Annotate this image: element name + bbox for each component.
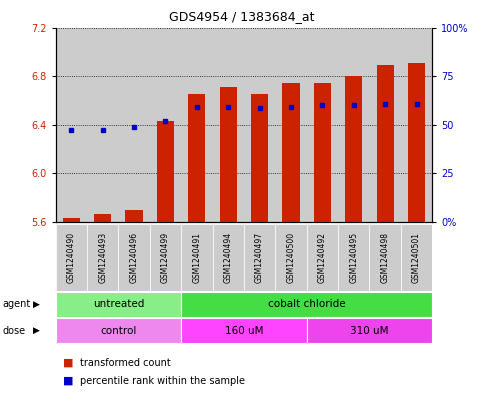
Bar <box>150 224 181 291</box>
Bar <box>157 121 174 222</box>
Bar <box>56 224 87 291</box>
Text: cobalt chloride: cobalt chloride <box>268 299 345 309</box>
Bar <box>307 28 338 222</box>
Text: GSM1240492: GSM1240492 <box>318 232 327 283</box>
Bar <box>275 224 307 291</box>
Bar <box>56 28 87 222</box>
Bar <box>87 224 118 291</box>
Bar <box>244 224 275 291</box>
Bar <box>126 210 142 222</box>
Text: percentile rank within the sample: percentile rank within the sample <box>80 376 245 386</box>
Bar <box>338 224 369 291</box>
Bar <box>56 318 181 343</box>
Text: GSM1240491: GSM1240491 <box>192 232 201 283</box>
Bar <box>181 224 213 291</box>
Bar <box>251 94 268 222</box>
Text: GSM1240497: GSM1240497 <box>255 232 264 283</box>
Text: GSM1240498: GSM1240498 <box>381 232 390 283</box>
Bar <box>307 318 432 343</box>
Text: GSM1240500: GSM1240500 <box>286 232 296 283</box>
Bar <box>369 28 401 222</box>
Text: control: control <box>100 326 137 336</box>
Bar <box>87 28 118 222</box>
Bar <box>220 87 237 222</box>
Bar <box>181 292 432 317</box>
Text: GSM1240499: GSM1240499 <box>161 232 170 283</box>
Bar <box>401 224 432 291</box>
Text: transformed count: transformed count <box>80 358 170 368</box>
Text: GSM1240496: GSM1240496 <box>129 232 139 283</box>
Bar <box>188 94 205 222</box>
Text: 310 uM: 310 uM <box>350 326 389 336</box>
Text: ▶: ▶ <box>33 300 40 309</box>
Text: GSM1240490: GSM1240490 <box>67 232 76 283</box>
Bar <box>314 83 331 222</box>
Bar <box>338 28 369 222</box>
Bar <box>150 28 181 222</box>
Text: ■: ■ <box>63 376 73 386</box>
Text: GSM1240501: GSM1240501 <box>412 232 421 283</box>
Bar <box>377 65 394 222</box>
Text: GSM1240495: GSM1240495 <box>349 232 358 283</box>
Text: GDS4954 / 1383684_at: GDS4954 / 1383684_at <box>169 10 314 23</box>
Bar <box>213 224 244 291</box>
Text: GSM1240493: GSM1240493 <box>98 232 107 283</box>
Bar <box>275 28 307 222</box>
Bar <box>345 76 362 222</box>
Bar <box>213 28 244 222</box>
Text: agent: agent <box>2 299 30 309</box>
Bar <box>181 28 213 222</box>
Bar <box>94 213 111 222</box>
Text: GSM1240494: GSM1240494 <box>224 232 233 283</box>
Bar <box>63 219 80 222</box>
Text: dose: dose <box>2 326 26 336</box>
Bar <box>401 28 432 222</box>
Bar <box>408 63 425 222</box>
Text: 160 uM: 160 uM <box>225 326 263 336</box>
Text: ■: ■ <box>63 358 73 368</box>
Bar <box>56 292 181 317</box>
Bar <box>369 224 401 291</box>
Bar <box>283 83 299 222</box>
Text: ▶: ▶ <box>33 326 40 335</box>
Bar <box>181 318 307 343</box>
Text: untreated: untreated <box>93 299 144 309</box>
Bar <box>118 28 150 222</box>
Bar <box>244 28 275 222</box>
Bar <box>307 224 338 291</box>
Bar <box>118 224 150 291</box>
